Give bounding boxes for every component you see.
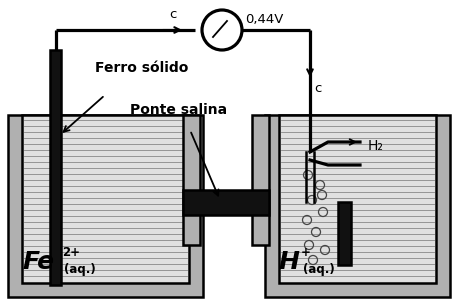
Bar [252,115,269,245]
Bar [183,115,200,245]
Bar [265,115,450,297]
Text: Ferro sólido: Ferro sólido [95,61,188,75]
Text: c: c [169,8,177,21]
Text: (aq.): (aq.) [303,264,335,277]
Text: H: H [278,250,299,274]
Bar [279,115,436,283]
Text: Fe: Fe [22,250,54,274]
Text: Ponte salina: Ponte salina [130,103,227,117]
Bar [50,50,61,285]
Text: 2+: 2+ [62,246,80,259]
Bar [338,202,351,265]
Text: H₂: H₂ [368,139,384,153]
Bar [22,115,189,283]
Text: +: + [301,246,311,259]
Text: c: c [314,81,322,95]
Bar [8,115,203,297]
Text: 0,44V: 0,44V [245,13,284,27]
Circle shape [202,10,242,50]
Bar [183,190,269,215]
Text: (aq.): (aq.) [64,264,96,277]
